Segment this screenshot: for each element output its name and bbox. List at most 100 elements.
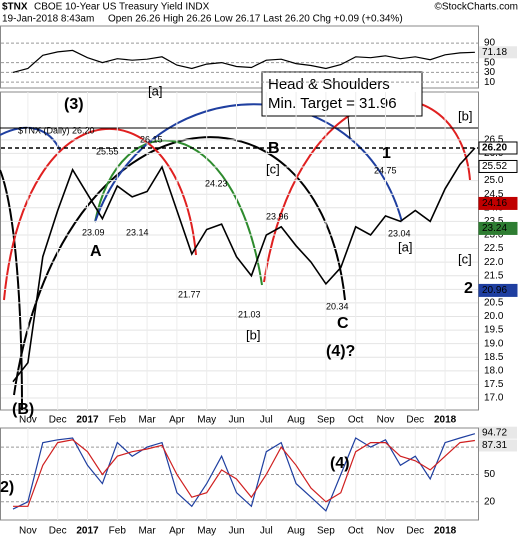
- annotation: 20.34: [326, 301, 349, 311]
- y-tick-label: 19.5: [484, 325, 504, 336]
- data-line: [12, 433, 476, 512]
- annotation: 2: [464, 280, 473, 297]
- y-tick-label: 17.0: [484, 393, 504, 404]
- annotation: (4)?: [326, 343, 355, 360]
- price-label: 24.16: [482, 198, 507, 209]
- price-frame: [0, 91, 479, 411]
- x-tick-label: Oct: [348, 415, 364, 426]
- x-tick-label: Nov: [19, 415, 37, 426]
- x-tick-label: Jul: [260, 415, 273, 426]
- callout-text: Min. Target = 31.96: [268, 95, 397, 112]
- annotation: [c]: [266, 161, 280, 176]
- x-tick-label: Jun: [228, 526, 244, 537]
- x-tick-label: Feb: [109, 526, 127, 537]
- last-value-label: 71.18: [482, 47, 507, 58]
- annotation: B: [268, 140, 280, 157]
- annotation: [a]: [398, 239, 412, 254]
- y-tick-label: 25.0: [484, 175, 504, 186]
- annotation: 21.77: [178, 289, 201, 299]
- data-line: [12, 49, 475, 73]
- price-label-box: [478, 159, 518, 173]
- annotation: (4): [330, 455, 350, 472]
- y-tick-label: 18.0: [484, 366, 504, 377]
- x-tick-label: Dec: [49, 415, 67, 426]
- annotation: 26.15: [140, 134, 163, 144]
- last-value-box: [479, 46, 517, 59]
- y-tick-label: 90: [484, 38, 496, 49]
- price-label-box: [478, 196, 518, 210]
- y-tick-label: 22.5: [484, 243, 504, 254]
- x-tick-label: Dec: [406, 526, 424, 537]
- annotation: C: [337, 315, 349, 332]
- x-tick-label: Nov: [377, 415, 395, 426]
- x-tick-label: 2018: [434, 526, 457, 537]
- last-value-label: 94.72: [482, 427, 507, 438]
- annotation: $TNX (Daily) 26.20: [18, 125, 95, 135]
- arc: [0, 169, 23, 411]
- callout-text: Head & Shoulders: [268, 76, 390, 93]
- x-tick-label: Apr: [169, 415, 185, 426]
- x-tick-label: May: [197, 415, 216, 426]
- symbol: $TNX: [2, 2, 28, 13]
- last-value-box: [479, 426, 517, 439]
- annotation: [b]: [246, 327, 260, 342]
- arc: [94, 103, 403, 223]
- y-tick-label: 50: [484, 469, 496, 480]
- x-tick-label: May: [197, 526, 216, 537]
- annotation: 24.75: [374, 165, 397, 175]
- x-tick-label: Jun: [228, 415, 244, 426]
- x-tick-label: Mar: [138, 415, 156, 426]
- x-tick-label: 2018: [434, 415, 457, 426]
- annotation: (3): [64, 96, 84, 113]
- x-tick-label: Nov: [19, 526, 37, 537]
- last-value-label: 87.31: [482, 440, 507, 451]
- x-tick-label: Dec: [49, 526, 67, 537]
- x-tick-label: 2017: [76, 526, 99, 537]
- annotation: 2): [0, 479, 14, 496]
- y-tick-label: 20.5: [484, 298, 504, 309]
- annotation: 23.04: [388, 228, 411, 238]
- x-tick-label: Sep: [317, 526, 335, 537]
- y-tick-label: 22.0: [484, 257, 504, 268]
- x-tick-label: Oct: [348, 526, 364, 537]
- data-line: [13, 439, 475, 507]
- date: 19-Jan-2018 8:43am: [2, 14, 94, 25]
- y-tick-label: 20.0: [484, 311, 504, 322]
- x-tick-label: Aug: [287, 415, 305, 426]
- price-label: 23.24: [482, 223, 507, 234]
- y-tick-label: 18.5: [484, 352, 504, 363]
- y-tick-label: 20: [484, 496, 496, 507]
- y-tick-label: 30: [484, 67, 496, 78]
- annotation: [b]: [458, 108, 472, 123]
- annotation: 24.23: [205, 178, 228, 188]
- annotation: 25.55: [96, 146, 119, 156]
- x-tick-label: Dec: [406, 415, 424, 426]
- arc: [0, 126, 61, 151]
- x-tick-label: Aug: [287, 526, 305, 537]
- instrument-name: CBOE 10-Year US Treasury Yield INDX: [34, 2, 210, 13]
- price-label: 20.96: [482, 285, 507, 296]
- arc: [94, 139, 263, 286]
- y-tick-label: 10: [484, 77, 496, 88]
- annotation: [a]: [148, 83, 162, 98]
- y-tick-label: 17.5: [484, 379, 504, 390]
- x-tick-label: Feb: [109, 415, 127, 426]
- y-tick-label: 21.5: [484, 270, 504, 281]
- annotation: 23.14: [126, 227, 149, 237]
- quote: Open 26.26 High 26.26 Low 26.17 Last 26.…: [108, 14, 403, 25]
- credit: ©StockCharts.com: [434, 2, 518, 13]
- callout-box: [261, 71, 423, 117]
- annotation: 21.03: [238, 309, 261, 319]
- rsi-frame: [0, 25, 479, 89]
- last-value-box: [479, 439, 517, 452]
- y-tick-label: 50: [484, 57, 496, 68]
- price-label: 26.20: [482, 143, 507, 154]
- annotation: (B): [12, 401, 34, 418]
- y-tick-label: 23.5: [484, 216, 504, 227]
- annotation: [c]: [458, 251, 472, 266]
- y-tick-label: 24.5: [484, 189, 504, 200]
- price-label-box: [478, 283, 518, 297]
- y-tick-label: 19.0: [484, 338, 504, 349]
